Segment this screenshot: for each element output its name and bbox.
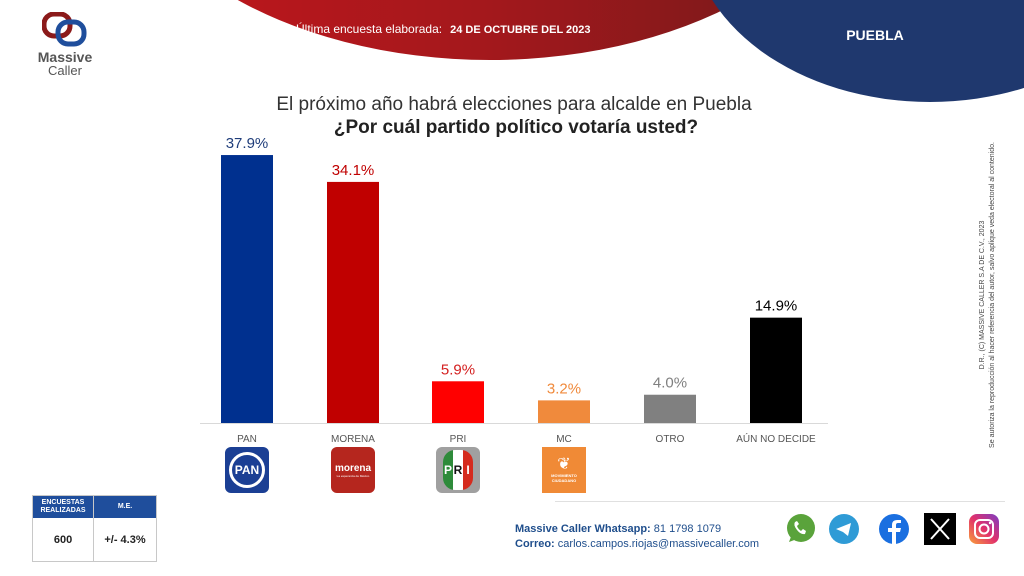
email-link[interactable]: carlos.campos.riojas@massivecaller.com [557,538,760,550]
bar-otro [644,394,696,423]
stats-surveys-value: 600 [33,518,95,561]
category-label: MC [556,434,572,445]
data-label: 37.9% [226,135,269,152]
bar-morena [327,181,379,423]
bar-mc [538,400,590,423]
pan-logo-text: PAN [229,452,265,488]
category-label: AÚN NO DECIDE [736,432,816,445]
email-label: Correo: [515,538,555,550]
data-label: 34.1% [332,162,375,179]
brand-line2: Caller [48,63,82,78]
morena-logo-text: morena [334,462,372,474]
survey-stats-table: ENCUESTAS REALIZADAS M.E. 600 +/- 4.3% [32,495,157,562]
data-label: 5.9% [441,361,475,378]
bar-pri [432,381,484,423]
category-label: PRI [450,434,467,445]
stats-header-surveys: ENCUESTAS REALIZADAS [33,496,95,518]
chart-subtitle: El próximo año habrá elecciones para alc… [276,94,752,115]
stats-me-value: +/- 4.3% [104,533,146,546]
data-label: 3.2% [547,380,581,397]
legal-line1: D.R., (C) MASSIVE CALLER S.A DE C.V., 20… [979,220,986,370]
category-label: OTRO [656,434,685,445]
mc-logo-line1: MOVIMIENTO [551,473,577,478]
x-icon[interactable] [923,512,957,546]
footer-divider [555,501,1005,502]
bar-pan [221,155,273,423]
morena-logo-sub: La esperanza de México [336,473,370,478]
bar-a-n-no-decide [750,317,802,423]
pan-logo: PAN [225,447,269,493]
survey-date: 24 DE OCTUBRE DEL 2023 [450,24,591,36]
pri-logo-r: R [453,450,463,490]
contact-info: Massive Caller Whatsapp: 81 1798 1079 Co… [515,522,759,552]
morena-logo: morena La esperanza de México [331,447,375,493]
stats-header-me: M.E. [117,503,133,510]
pri-logo-p: P [443,450,453,490]
pri-logo-i: I [463,450,473,490]
data-label: 14.9% [755,298,798,315]
legal-notice: D.R., (C) MASSIVE CALLER S.A DE C.V., 20… [978,115,998,475]
facebook-icon[interactable] [877,512,911,546]
data-label: 4.0% [653,375,687,392]
massive-caller-logo: Massive Caller [30,12,100,77]
chart-title: ¿Por cuál partido político votaría usted… [333,117,699,138]
category-label: PAN [237,434,257,445]
whatsapp-icon[interactable] [783,512,817,546]
survey-label: Última encuesta elaborada: [296,22,443,36]
whatsapp-number[interactable]: 81 1798 1079 [653,523,722,535]
mc-logo-line2: CIUDADANO [551,478,577,483]
mc-logo: ❦ MOVIMIENTO CIUDADANO [542,447,586,493]
eagle-icon: ❦ [557,456,571,473]
speech-bubbles-icon [42,12,87,47]
state-label: PUEBLA [846,27,904,43]
brand-line1: Massive [37,49,93,65]
category-label: MORENA [331,434,375,445]
instagram-icon[interactable] [967,512,1001,546]
telegram-icon[interactable] [827,512,861,546]
pri-logo: P R I [436,447,480,493]
legal-line2: Se autoriza la reproducción al hacer ref… [989,142,996,448]
whatsapp-label: Massive Caller Whatsapp: [515,523,651,535]
survey-date-line: Última encuesta elaborada: 24 DE OCTUBRE… [296,22,591,36]
